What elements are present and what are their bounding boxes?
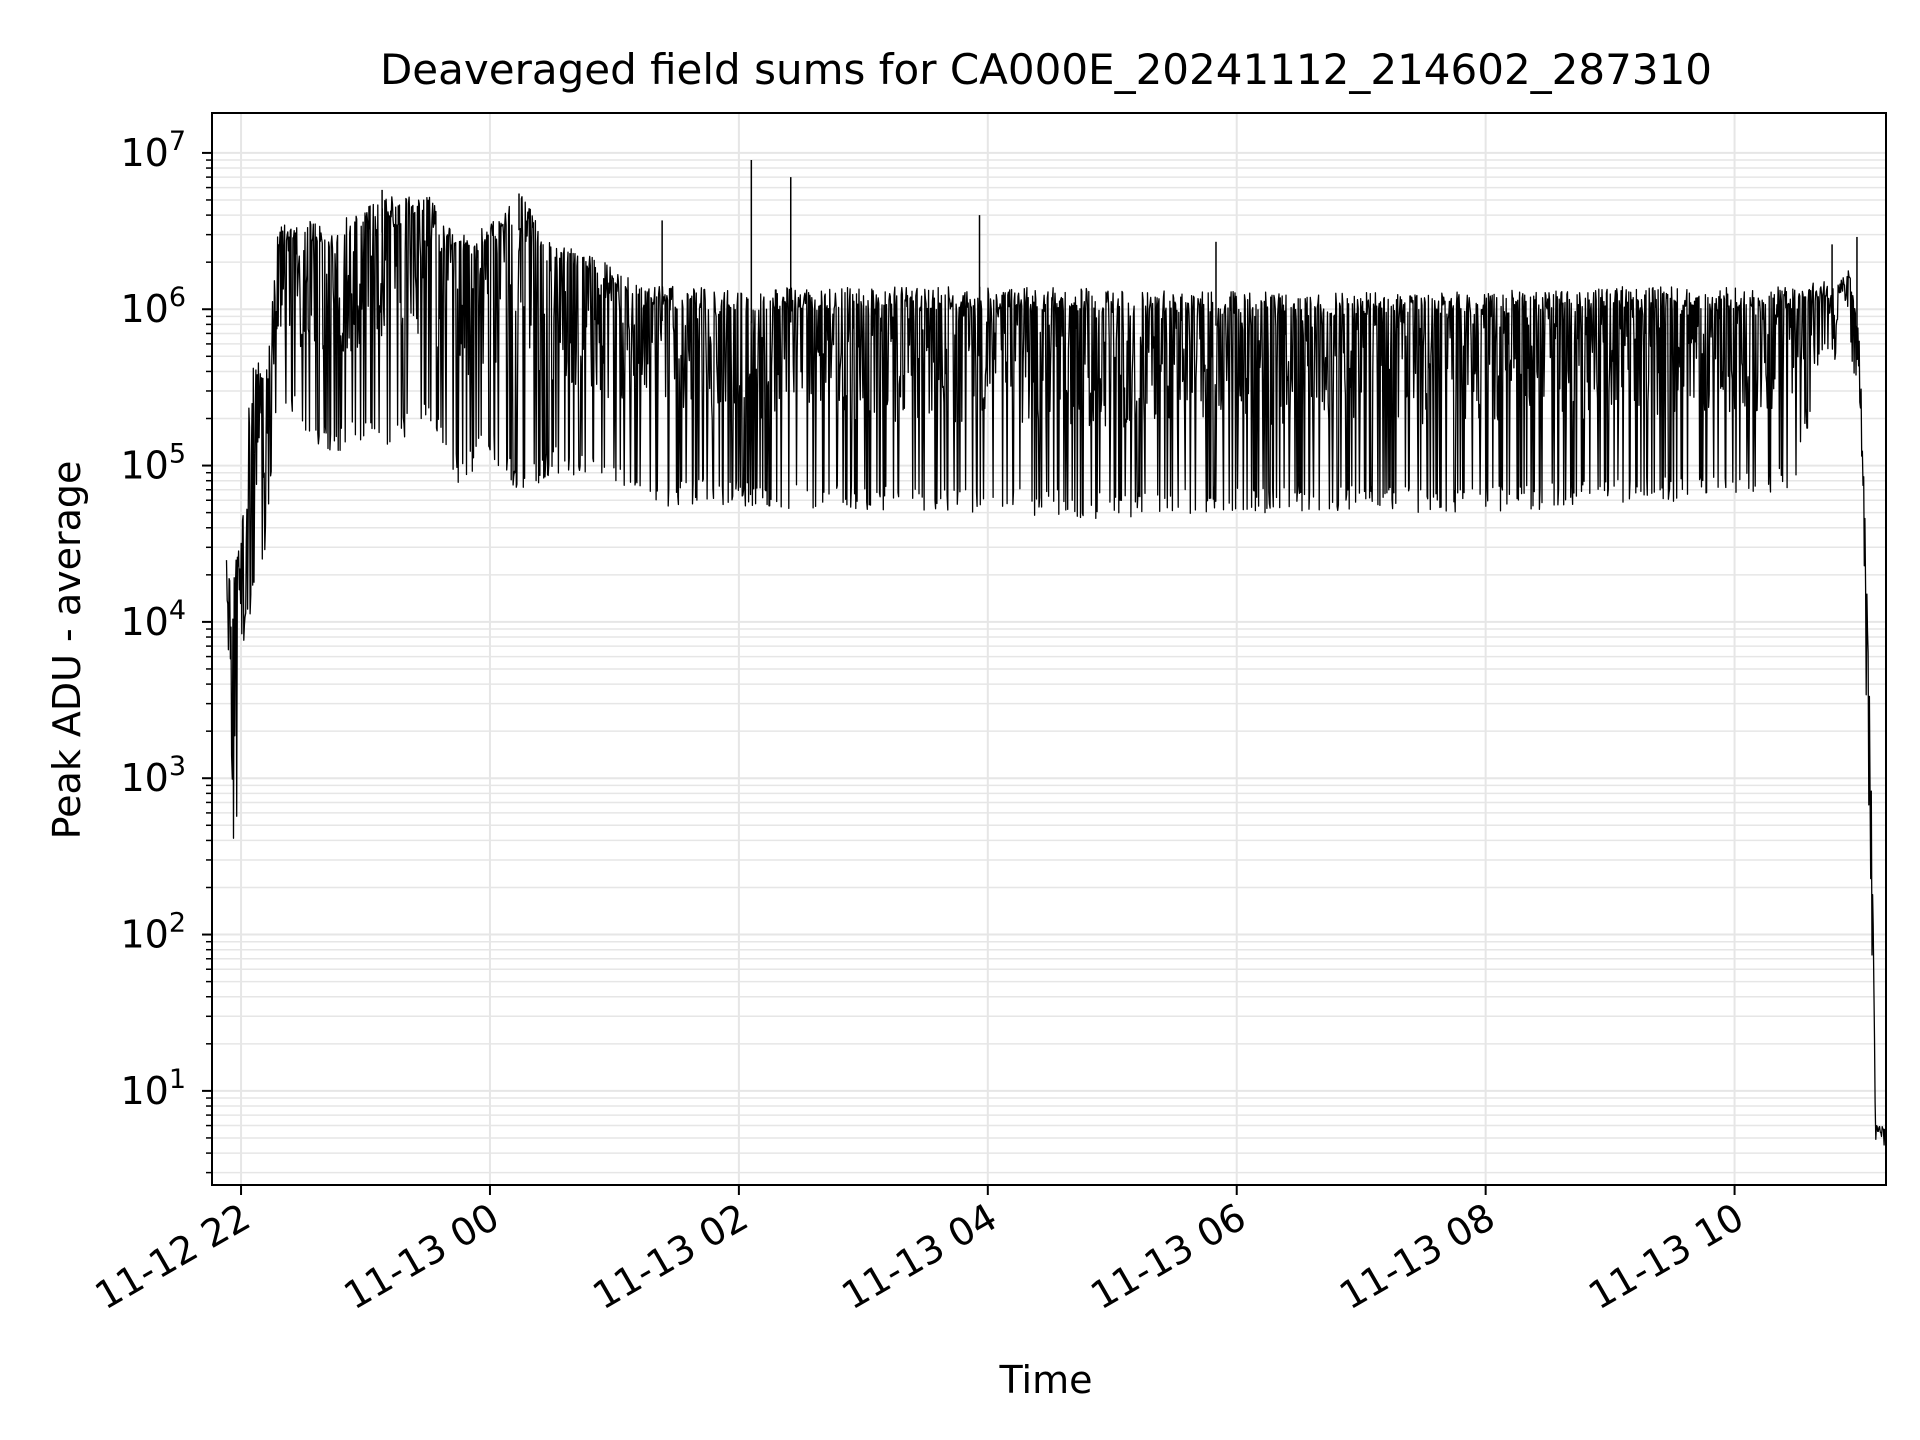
y-tick-label: 104 bbox=[120, 595, 186, 644]
y-tick-label: 106 bbox=[120, 282, 186, 331]
y-tick-label: 101 bbox=[120, 1064, 186, 1113]
y-axis: 101 102 103 104 105 106 107 bbox=[120, 126, 212, 1174]
y-tick-label: 103 bbox=[120, 751, 186, 800]
y-tick-label: 102 bbox=[120, 908, 186, 957]
y-tick-label: 107 bbox=[120, 126, 186, 175]
plot-frame bbox=[211, 112, 1887, 1186]
series-line bbox=[225, 160, 1887, 1146]
y-axis-label: Peak ADU - average bbox=[45, 461, 89, 840]
x-axis-label: Time bbox=[999, 1358, 1093, 1402]
chart-title: Deaveraged field sums for CA000E_2024111… bbox=[380, 45, 1712, 94]
series-trace bbox=[225, 196, 1887, 1146]
y-tick-label: 105 bbox=[120, 439, 186, 488]
